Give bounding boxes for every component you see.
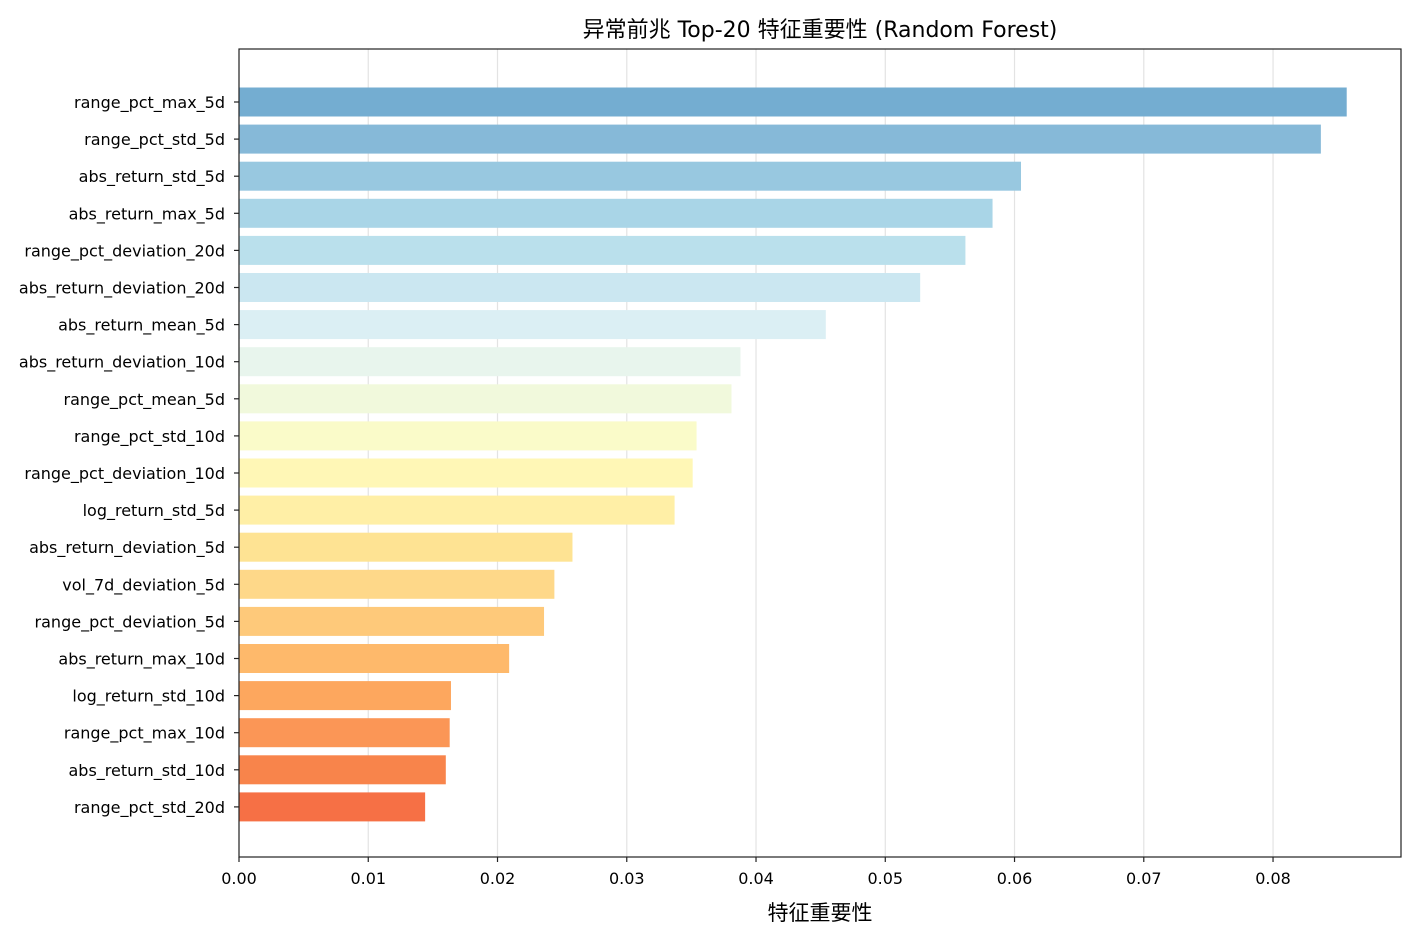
y-tick-label: range_pct_deviation_20d bbox=[24, 241, 225, 261]
x-tick-label: 0.07 bbox=[1126, 869, 1162, 888]
bar-abs_return_deviation_20d bbox=[239, 273, 921, 302]
y-tick-label: log_return_std_10d bbox=[72, 687, 225, 707]
y-tick-label: abs_return_deviation_20d bbox=[19, 279, 225, 299]
bar-abs_return_std_5d bbox=[239, 161, 1021, 191]
x-tick-label: 0.08 bbox=[1255, 869, 1291, 888]
x-tick-label: 0.03 bbox=[609, 869, 645, 888]
bar-range_pct_deviation_10d bbox=[239, 458, 693, 488]
bar-range_pct_std_10d bbox=[239, 421, 697, 451]
y-tick-label: abs_return_mean_5d bbox=[58, 316, 225, 336]
bar-log_return_std_5d bbox=[239, 495, 675, 525]
chart-title: 异常前兆 Top-20 特征重要性 (Random Forest) bbox=[583, 18, 1058, 43]
x-tick-label: 0.01 bbox=[350, 869, 386, 888]
bar-range_pct_deviation_20d bbox=[239, 235, 966, 265]
x-tick-label: 0.06 bbox=[997, 869, 1033, 888]
x-tick-label: 0.05 bbox=[867, 869, 903, 888]
plot-frame bbox=[238, 48, 1402, 858]
y-tick-label: range_pct_std_5d bbox=[84, 130, 225, 150]
y-tick-label: abs_return_deviation_10d bbox=[19, 353, 225, 373]
bar-range_pct_std_20d bbox=[239, 792, 426, 822]
y-tick-label: range_pct_deviation_10d bbox=[24, 464, 225, 484]
bar-abs_return_deviation_10d bbox=[239, 347, 741, 377]
x-axis-label: 特征重要性 bbox=[768, 901, 873, 925]
bar-range_pct_max_5d bbox=[239, 87, 1347, 117]
bar-log_return_std_10d bbox=[239, 681, 451, 711]
bar-vol_7d_deviation_5d bbox=[239, 569, 555, 599]
y-tick-label: range_pct_mean_5d bbox=[64, 390, 225, 410]
bar-abs_return_max_5d bbox=[239, 198, 993, 228]
y-tick-label: range_pct_std_10d bbox=[74, 427, 225, 447]
bar-range_pct_deviation_5d bbox=[239, 606, 545, 636]
y-tick-label: vol_7d_deviation_5d bbox=[62, 575, 225, 595]
y-tick-label: range_pct_max_10d bbox=[64, 724, 225, 744]
y-tick-label: range_pct_deviation_5d bbox=[35, 612, 225, 632]
y-tick-label: abs_return_deviation_5d bbox=[29, 538, 225, 558]
y-tick-label: log_return_std_5d bbox=[83, 501, 225, 521]
bar-abs_return_deviation_5d bbox=[239, 532, 573, 562]
y-tick-label: abs_return_max_10d bbox=[58, 650, 225, 670]
y-tick-label: abs_return_std_5d bbox=[79, 167, 225, 187]
bar-abs_return_max_10d bbox=[239, 644, 510, 673]
x-tick-label: 0.02 bbox=[480, 869, 516, 888]
bar-range_pct_std_5d bbox=[239, 124, 1321, 154]
bar-range_pct_max_10d bbox=[239, 718, 450, 748]
y-tick-label: abs_return_std_10d bbox=[69, 761, 226, 781]
y-tick-label: range_pct_max_5d bbox=[74, 93, 225, 113]
x-tick-label: 0.00 bbox=[221, 869, 257, 888]
y-tick-label: range_pct_std_20d bbox=[74, 798, 225, 818]
bar-abs_return_std_10d bbox=[239, 755, 446, 785]
bar-abs_return_mean_5d bbox=[239, 310, 826, 340]
x-tick-label: 0.04 bbox=[738, 869, 774, 888]
bar-range_pct_mean_5d bbox=[239, 384, 732, 414]
y-tick-label: abs_return_max_5d bbox=[69, 204, 225, 224]
